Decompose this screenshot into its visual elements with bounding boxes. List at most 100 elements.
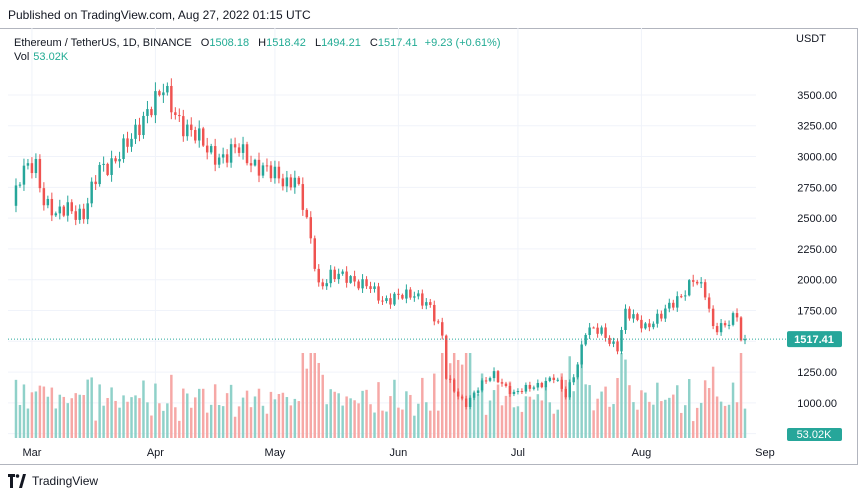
candle-body — [560, 379, 563, 389]
volume-badge — [787, 428, 842, 441]
candle-body — [660, 313, 663, 319]
volume-bar — [464, 353, 468, 438]
candle-body — [417, 293, 420, 297]
candle-body — [341, 271, 344, 274]
volume-bar — [110, 387, 113, 438]
y-tick-label: 1250.00 — [797, 367, 837, 379]
candle-body — [94, 181, 97, 185]
volume-bar — [166, 403, 169, 438]
candle-body — [444, 335, 448, 379]
candle-body — [86, 203, 89, 220]
volume-bar — [345, 396, 348, 438]
volume-bar — [194, 397, 197, 438]
candle-body — [333, 269, 336, 280]
close-value: 1517.41 — [377, 37, 418, 49]
candle-body — [70, 202, 73, 212]
volume-bar — [644, 392, 647, 438]
currency-label[interactable]: USDT — [796, 33, 826, 45]
candle-body — [504, 383, 508, 386]
candle-body — [249, 163, 253, 166]
candle-body — [556, 379, 560, 381]
candle-body — [524, 384, 528, 392]
candle-body — [488, 378, 492, 381]
candle-body — [373, 286, 376, 290]
low-value: 1494.21 — [321, 37, 361, 49]
candle-body — [687, 280, 691, 296]
volume-bar — [580, 360, 583, 438]
volume-bar — [723, 405, 727, 438]
candle-body — [130, 138, 133, 147]
candle-body — [699, 282, 703, 284]
volume-bar — [604, 386, 607, 438]
volume-bar — [74, 393, 77, 438]
candle-body — [460, 396, 464, 399]
volume-bar — [516, 406, 520, 438]
candle-body — [253, 159, 257, 166]
candle-body — [389, 298, 392, 305]
volume-bar — [98, 384, 101, 438]
footer-brand[interactable]: TradingView — [8, 474, 98, 488]
volume-bar — [385, 411, 388, 438]
volume-bar — [687, 379, 691, 438]
candle-body — [476, 390, 480, 394]
candle-body — [194, 130, 197, 141]
volume-bar — [544, 386, 548, 438]
symbol-label[interactable]: Ethereum / TetherUS, 1D, BINANCE — [14, 37, 192, 49]
y-tick-label: 3500.00 — [797, 90, 837, 102]
candle-body — [707, 297, 711, 309]
volume-bar — [612, 404, 615, 438]
volume-bar — [170, 374, 173, 438]
candle-body — [735, 313, 739, 318]
candle-body — [281, 178, 285, 187]
volume-bar — [50, 387, 54, 438]
volume-bar — [18, 404, 22, 438]
change-value: +9.23 (+0.61%) — [424, 37, 501, 49]
volume-bar — [245, 390, 249, 438]
volume-bar — [118, 407, 121, 438]
volume-bar — [26, 408, 30, 438]
volume-bar — [46, 396, 50, 438]
volume-bar — [58, 394, 62, 438]
candle-body — [297, 177, 301, 185]
candle-body — [158, 91, 161, 96]
volume-bar — [393, 379, 396, 438]
candle-body — [150, 109, 153, 116]
candle-body — [197, 128, 201, 141]
candle-body — [437, 321, 440, 323]
volume-bar — [381, 410, 384, 438]
candle-body — [329, 269, 332, 284]
volume-legend: Vol 53.02K — [14, 51, 68, 63]
candle-body — [134, 124, 137, 139]
volume-bar — [540, 400, 544, 438]
volume-bar — [620, 353, 623, 438]
volume-bar — [480, 373, 484, 438]
volume-bar — [719, 401, 723, 438]
candle-body — [122, 138, 125, 160]
volume-bar — [739, 353, 743, 438]
volume-value: 53.02K — [33, 51, 69, 63]
volume-bar — [78, 394, 81, 438]
volume-bar — [106, 398, 109, 438]
volume-bar — [186, 393, 189, 438]
candle-body — [301, 184, 305, 210]
volume-bar — [711, 366, 715, 438]
volume-bar — [508, 381, 512, 438]
volume-bar — [257, 388, 261, 438]
volume-bar — [680, 412, 683, 438]
volume-bar — [301, 353, 305, 438]
chart-legend: Ethereum / TetherUS, 1D, BINANCE O1508.1… — [14, 35, 501, 51]
candle-body — [604, 327, 607, 338]
candle-body — [381, 300, 384, 302]
volume-bar — [134, 395, 137, 438]
candle-body — [448, 378, 452, 380]
volume-bar — [365, 389, 368, 438]
volume-bar — [233, 416, 237, 438]
low-label: L — [314, 37, 322, 49]
volume-bar — [632, 402, 635, 438]
candle-body — [580, 344, 583, 365]
volume-bar — [552, 413, 556, 438]
candle-body — [496, 371, 500, 383]
volume-bar — [146, 402, 149, 438]
candle-body — [277, 166, 281, 179]
